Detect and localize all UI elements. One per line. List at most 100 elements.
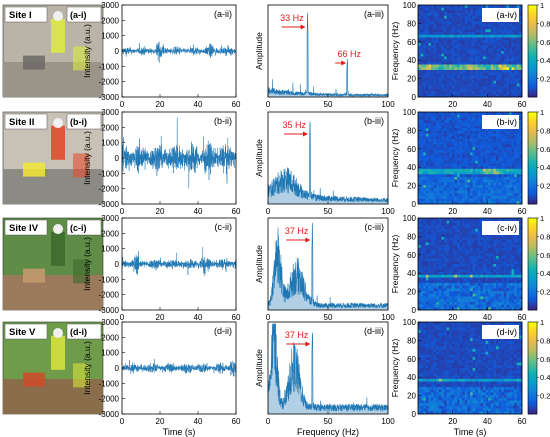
spectrogram-cell: [446, 264, 450, 268]
spectrogram-cell: [457, 166, 460, 170]
spectrogram-cell: [519, 179, 523, 183]
spectrogram-cell: [459, 242, 463, 246]
spectrogram-cell: [441, 155, 445, 159]
spectrogram-cell: [493, 51, 497, 55]
spectrogram-cell: [425, 182, 429, 186]
spectrogram-cell: [501, 280, 505, 284]
colorbar-step: [528, 300, 537, 304]
spectrogram-cell: [483, 59, 486, 63]
spectrogram-cell: [488, 64, 492, 68]
worker-figure-2: [73, 363, 89, 388]
spectrogram-cell: [423, 122, 427, 126]
spectrogram-cell: [501, 253, 505, 257]
spectrogram-cell: [459, 32, 463, 36]
spectrogram-cell: [459, 280, 463, 284]
spectrogram-cell: [519, 220, 523, 224]
spectrogram-cell: [467, 67, 471, 71]
spectrogram-cell: [488, 149, 492, 153]
spectrogram-cell: [470, 185, 473, 189]
spectrogram-cell: [462, 272, 466, 276]
spectrogram-cell: [498, 187, 502, 191]
spectrogram-cell: [485, 195, 489, 199]
spectrogram-cell: [454, 128, 458, 132]
spectrogram-cell: [498, 149, 502, 153]
spectrogram-cell: [459, 247, 463, 251]
spectrogram-cell: [475, 42, 479, 46]
spectrogram-cell: [441, 261, 445, 265]
spectrogram-cell: [441, 176, 445, 180]
spectrogram-cell: [444, 166, 447, 170]
spectrogram-cell: [431, 7, 434, 11]
spectrogram-cell: [459, 114, 463, 118]
spectrogram-cell: [503, 64, 507, 68]
spectrogram-cell: [490, 218, 494, 222]
spectrogram-cell: [433, 365, 437, 369]
spectrogram-cell: [431, 179, 434, 183]
spectrogram-cell: [470, 7, 473, 11]
spectrogram-cell: [488, 160, 492, 164]
spectrogram-cell: [428, 343, 432, 347]
spectrogram-cell: [454, 293, 458, 297]
spectrogram-cell: [498, 198, 502, 202]
spectrogram-cell: [457, 250, 460, 254]
site-label: Site V: [9, 327, 36, 338]
spectrogram-cell: [475, 242, 479, 246]
spectrogram-cell: [423, 190, 427, 194]
spectrogram-cell: [451, 160, 455, 164]
spectrogram-cell: [472, 133, 476, 137]
spectrogram-cell: [462, 261, 466, 265]
spectrogram-cell: [454, 266, 458, 270]
spectrogram-cell: [444, 335, 447, 339]
spectrogram-cell: [444, 51, 447, 55]
spectrogram-cell: [496, 34, 499, 38]
spectrogram-cell: [454, 158, 458, 162]
spectrogram-cell: [431, 51, 434, 55]
spectrogram-cell: [475, 264, 479, 268]
spectrogram-cell: [472, 112, 476, 116]
spectrogram-cell: [490, 29, 494, 33]
spectrogram-cell: [511, 274, 515, 278]
spectrogram-cell: [446, 266, 450, 270]
spectrogram-cell: [467, 179, 471, 183]
spectrogram-cell: [441, 59, 445, 63]
spectrogram-cell: [467, 53, 471, 57]
spectrogram-cell: [509, 266, 512, 270]
spectrogram-cell: [454, 18, 458, 22]
spectrogram-cell: [438, 272, 442, 276]
spectrogram-cell: [446, 21, 450, 25]
spectrogram-cell: [457, 193, 460, 197]
spectrogram-cell: [496, 133, 499, 137]
y-tick-label: 100: [403, 214, 417, 223]
y-tick-label: 20: [407, 75, 416, 84]
spectrogram-cell: [428, 75, 432, 79]
spectrogram-cell: [418, 299, 421, 303]
spectrogram-cell: [438, 26, 442, 30]
spectrogram-cell: [433, 15, 437, 19]
x-tick-label: 40: [483, 313, 492, 322]
spectrogram-cell: [423, 266, 427, 270]
spectrogram-cell: [459, 218, 463, 222]
spectrogram-cell: [498, 88, 502, 92]
spectrogram-cell: [464, 198, 468, 202]
spectrogram-axes-box: [417, 4, 523, 98]
spectrogram-cell: [511, 190, 515, 194]
spectrogram-cell: [503, 176, 507, 180]
spectrogram-cell: [490, 247, 494, 251]
spectrogram-cell: [444, 147, 447, 151]
spectrogram-cell: [457, 187, 460, 191]
spectrogram-cell: [462, 234, 466, 238]
spectrogram-cell: [459, 239, 463, 243]
spectrogram-cell: [464, 155, 468, 159]
x-tick-label: 60: [232, 100, 241, 109]
y-tick-label: 1000: [101, 139, 119, 148]
spectrogram-cell: [446, 171, 450, 175]
spectrogram-cell: [444, 354, 447, 358]
spectrogram-cell: [418, 91, 421, 95]
spectrogram-cell: [516, 26, 520, 30]
spectrogram-cell: [519, 152, 523, 156]
spectrogram-cell: [501, 193, 505, 197]
spectrogram-cell: [444, 365, 447, 369]
spectrogram-cell: [428, 195, 432, 199]
spectrogram-cell: [519, 293, 523, 297]
spectrogram-cell: [446, 5, 450, 9]
